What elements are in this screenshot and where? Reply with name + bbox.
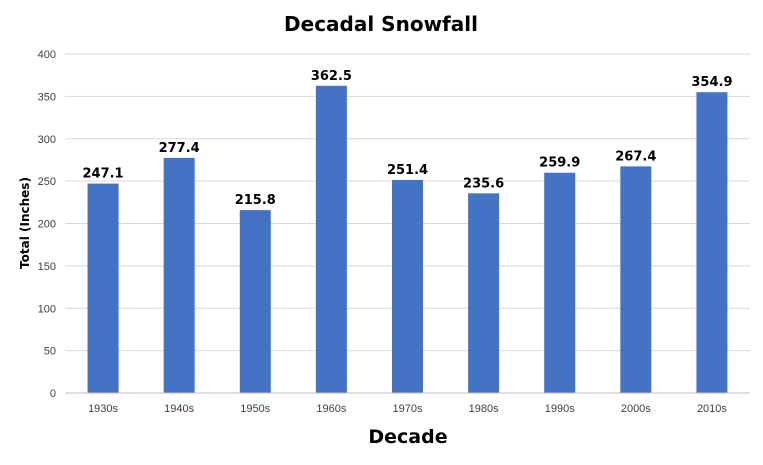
data-label: 251.4 <box>387 163 428 178</box>
data-label: 247.1 <box>82 167 123 182</box>
y-tick-label: 300 <box>38 134 56 146</box>
x-axis-label: Decade <box>368 426 447 448</box>
x-tick-label: 1990s <box>545 403 575 415</box>
data-label: 215.8 <box>235 193 276 208</box>
x-tick-label: 1940s <box>164 403 194 415</box>
bar <box>163 157 195 393</box>
y-tick-label: 200 <box>38 219 56 231</box>
data-label: 277.4 <box>159 141 200 156</box>
x-tick-label: 1950s <box>240 403 270 415</box>
bar <box>620 166 652 393</box>
data-label: 267.4 <box>615 149 656 164</box>
x-tick-label: 1930s <box>88 403 118 415</box>
x-tick-label: 2000s <box>621 403 651 415</box>
bar <box>87 183 119 393</box>
data-label: 362.5 <box>311 69 352 84</box>
y-tick-label: 150 <box>38 261 56 273</box>
bar <box>544 172 576 393</box>
x-tick-label: 2010s <box>697 403 727 415</box>
data-label: 354.9 <box>691 75 732 90</box>
y-tick-label: 100 <box>38 303 56 315</box>
x-tick-label: 1980s <box>469 403 499 415</box>
y-axis-ticks: 0 50 100 150 200 250 300 350 400 <box>38 49 56 400</box>
data-label: 235.6 <box>463 176 504 191</box>
bars <box>87 85 728 393</box>
chart-title: Decadal Snowfall <box>284 12 478 36</box>
y-tick-label: 350 <box>38 91 56 103</box>
y-tick-label: 0 <box>50 388 56 400</box>
data-label: 259.9 <box>539 156 580 171</box>
x-tick-label: 1960s <box>316 403 346 415</box>
y-tick-label: 250 <box>38 176 56 188</box>
bar <box>315 85 347 393</box>
bar <box>468 193 500 393</box>
y-tick-label: 50 <box>44 346 56 358</box>
y-tick-label: 400 <box>38 49 56 61</box>
x-tick-label: 1970s <box>393 403 423 415</box>
y-axis-label: Total (Inches) <box>18 177 32 269</box>
x-axis-ticks: 1930s 1940s 1950s 1960s 1970s 1980s 1990s 2000s… <box>88 403 727 415</box>
bar <box>239 210 271 393</box>
bar <box>392 179 423 393</box>
bar <box>696 92 728 393</box>
data-labels: 247.1 277.4 215.8 362.5 251.4 235.6 259.9 267.4… <box>82 69 732 208</box>
